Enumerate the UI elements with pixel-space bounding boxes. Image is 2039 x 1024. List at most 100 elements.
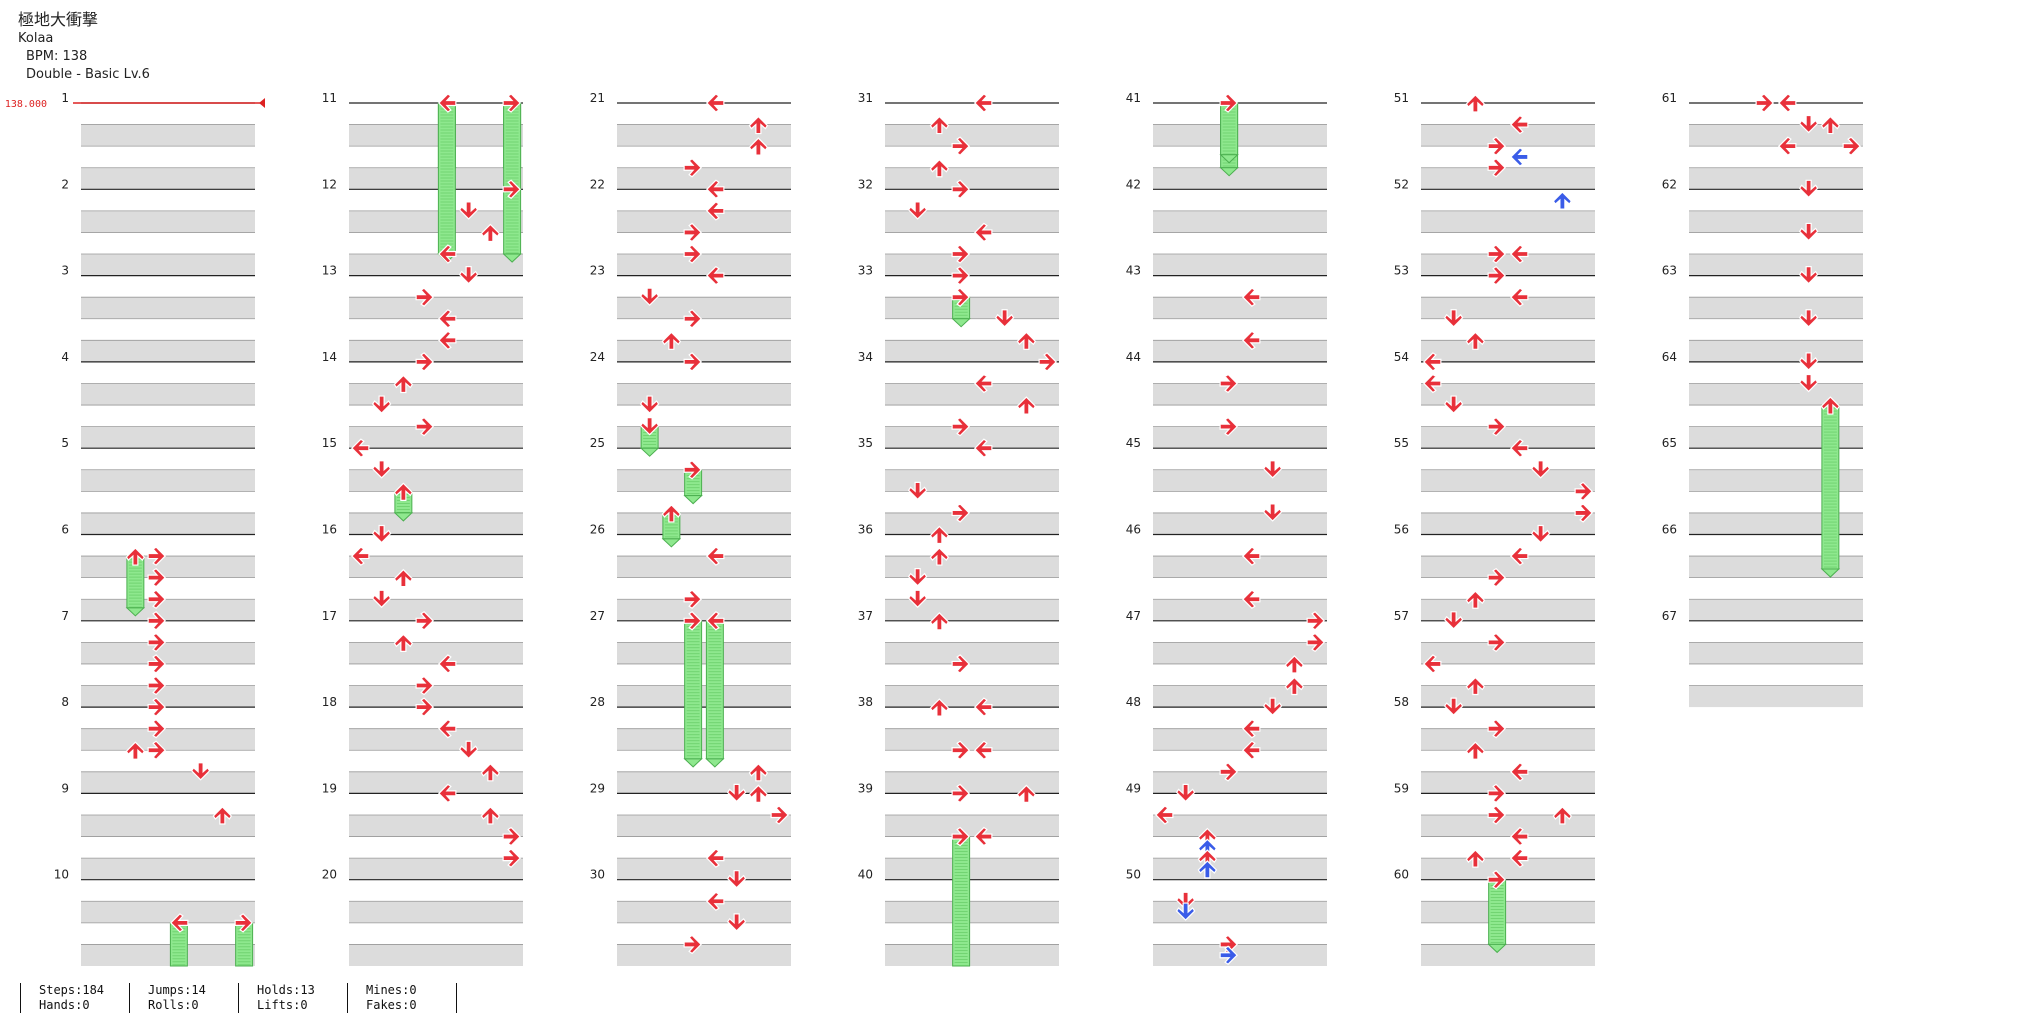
- beat-band: [1153, 297, 1327, 319]
- song-info: 極地大衝撃 Kolaa BPM: 138 Double - Basic Lv.6: [18, 10, 150, 84]
- beat-band: [1421, 814, 1595, 837]
- step-arrow: [502, 93, 521, 113]
- step-arrow: [726, 783, 747, 803]
- beat-band: [617, 254, 791, 276]
- beat-band: [349, 599, 523, 621]
- measure-number: 51: [1394, 91, 1409, 105]
- step-arrow: [212, 806, 233, 825]
- step-arrow: [1487, 157, 1506, 178]
- arrow-shape: [1443, 697, 1464, 716]
- measure-number: 11: [322, 91, 337, 105]
- step-arrow: [415, 675, 434, 696]
- measure-number: 14: [322, 350, 337, 364]
- beat-band: [885, 858, 1059, 880]
- beat-band: [81, 124, 255, 147]
- arrow-shape: [1487, 805, 1506, 825]
- beat-band: [349, 210, 523, 233]
- beat-band: [885, 297, 1059, 319]
- arrow-shape: [683, 589, 702, 609]
- arrow-shape: [706, 848, 725, 868]
- measure-number: 4: [61, 350, 69, 364]
- step-arrow: [480, 762, 501, 782]
- step-arrow: [683, 222, 702, 243]
- arrow-shape: [1219, 93, 1238, 113]
- step-arrow: [907, 589, 928, 609]
- measure-number: 57: [1394, 609, 1409, 623]
- beat-band: [1421, 944, 1595, 966]
- arrow-shape: [748, 115, 769, 135]
- beat-band: [81, 469, 255, 492]
- measure-number: 7: [61, 609, 69, 623]
- step-arrow: [951, 740, 970, 761]
- arrow-shape: [1798, 179, 1819, 199]
- step-arrow: [1510, 826, 1529, 847]
- measure-number: 67: [1662, 609, 1677, 623]
- beat-band: [1153, 167, 1327, 190]
- step-arrow: [1219, 416, 1238, 437]
- hold-body: [503, 102, 522, 255]
- step-arrow: [748, 784, 769, 804]
- step-arrow: [907, 568, 928, 587]
- hold-body: [952, 836, 971, 967]
- arrow-shape: [748, 762, 769, 782]
- measure-number: 16: [322, 523, 337, 537]
- arrow-shape: [480, 762, 501, 782]
- step-arrow: [147, 611, 166, 631]
- arrow-shape: [1798, 266, 1819, 285]
- arrow-shape: [438, 718, 457, 739]
- step-arrow: [929, 698, 950, 717]
- arrow-shape: [1510, 244, 1529, 264]
- hold-tail: [1219, 167, 1239, 177]
- measure-number: 8: [61, 695, 69, 709]
- beat-band: [1689, 297, 1863, 319]
- arrow-shape: [1016, 784, 1037, 804]
- step-arrow: [974, 697, 993, 717]
- stat-group-jumps: Jumps:14 Rolls:0: [129, 983, 238, 1013]
- beat-band: [617, 426, 791, 449]
- beat-band: [1153, 383, 1327, 406]
- arrow-shape: [1219, 762, 1238, 782]
- step-arrow: [974, 740, 993, 761]
- beat-band: [1153, 556, 1327, 578]
- measure-number: 21: [590, 91, 605, 105]
- measure-number: 13: [322, 264, 337, 278]
- chart-difficulty: Double - Basic Lv.6: [26, 67, 150, 82]
- beat-band: [1153, 340, 1327, 362]
- step-arrow: [683, 157, 702, 178]
- beat-band: [81, 901, 255, 923]
- beat-band: [885, 512, 1059, 535]
- measure-number: 60: [1394, 868, 1409, 882]
- arrow-shape: [1510, 147, 1529, 167]
- beat-band: [617, 944, 791, 966]
- beat-band: [1153, 728, 1327, 751]
- measure-number: 26: [590, 523, 605, 537]
- beat-band: [81, 685, 255, 708]
- beat-band: [1153, 901, 1327, 923]
- beat-band: [349, 814, 523, 837]
- step-arrow: [951, 503, 970, 523]
- arrow-shape: [1443, 611, 1464, 630]
- arrow-shape: [502, 826, 521, 847]
- arrow-shape: [907, 589, 928, 609]
- step-arrow: [351, 546, 370, 566]
- arrow-shape: [1016, 396, 1037, 415]
- arrow-shape: [1487, 567, 1506, 588]
- step-arrow: [1465, 849, 1486, 868]
- arrow-shape: [1798, 309, 1819, 328]
- step-arrow: [974, 222, 993, 243]
- measure-number: 27: [590, 609, 605, 623]
- beat-band: [885, 599, 1059, 621]
- beat-band: [885, 469, 1059, 492]
- arrow-shape: [748, 784, 769, 804]
- step-arrow: [929, 611, 950, 631]
- step-arrow: [1242, 718, 1261, 739]
- arrow-shape: [1242, 330, 1261, 351]
- measure-number: 58: [1394, 695, 1409, 709]
- arrow-shape: [1262, 460, 1283, 479]
- arrow-shape: [929, 115, 950, 135]
- arrow-shape: [1465, 741, 1486, 760]
- beat-band: [1421, 383, 1595, 406]
- arrow-shape: [1755, 93, 1774, 113]
- lifts-count: Lifts:0: [257, 998, 308, 1012]
- beat-band: [885, 124, 1059, 147]
